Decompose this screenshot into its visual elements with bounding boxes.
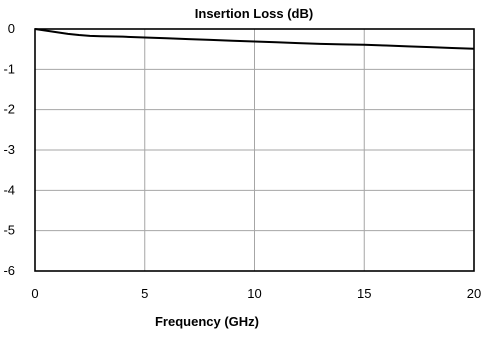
x-tick-label: 10 (247, 286, 261, 301)
grid-lines (35, 29, 474, 271)
x-axis-title: Frequency (GHz) (155, 314, 259, 329)
y-tick-label: -5 (3, 223, 15, 238)
x-tick-label: 15 (357, 286, 371, 301)
x-tick-label: 20 (467, 286, 481, 301)
series-layer (34, 28, 475, 50)
y-tick-label: 0 (8, 21, 15, 36)
x-tick-label: 5 (141, 286, 148, 301)
y-tick-label: -3 (3, 142, 15, 157)
chart-title: Insertion Loss (dB) (195, 6, 313, 21)
y-axis-tick-labels: 0 -1 -2 -3 -4 -5 -6 (3, 21, 15, 278)
x-tick-label: 0 (31, 286, 38, 301)
insertion-loss-series-line (34, 28, 475, 50)
y-tick-label: -4 (3, 182, 15, 197)
y-tick-label: -6 (3, 263, 15, 278)
y-tick-label: -1 (3, 61, 15, 76)
y-tick-label: -2 (3, 102, 15, 117)
x-axis-tick-labels: 0 5 10 15 20 (31, 286, 481, 301)
plot-area-frame (34, 28, 475, 272)
